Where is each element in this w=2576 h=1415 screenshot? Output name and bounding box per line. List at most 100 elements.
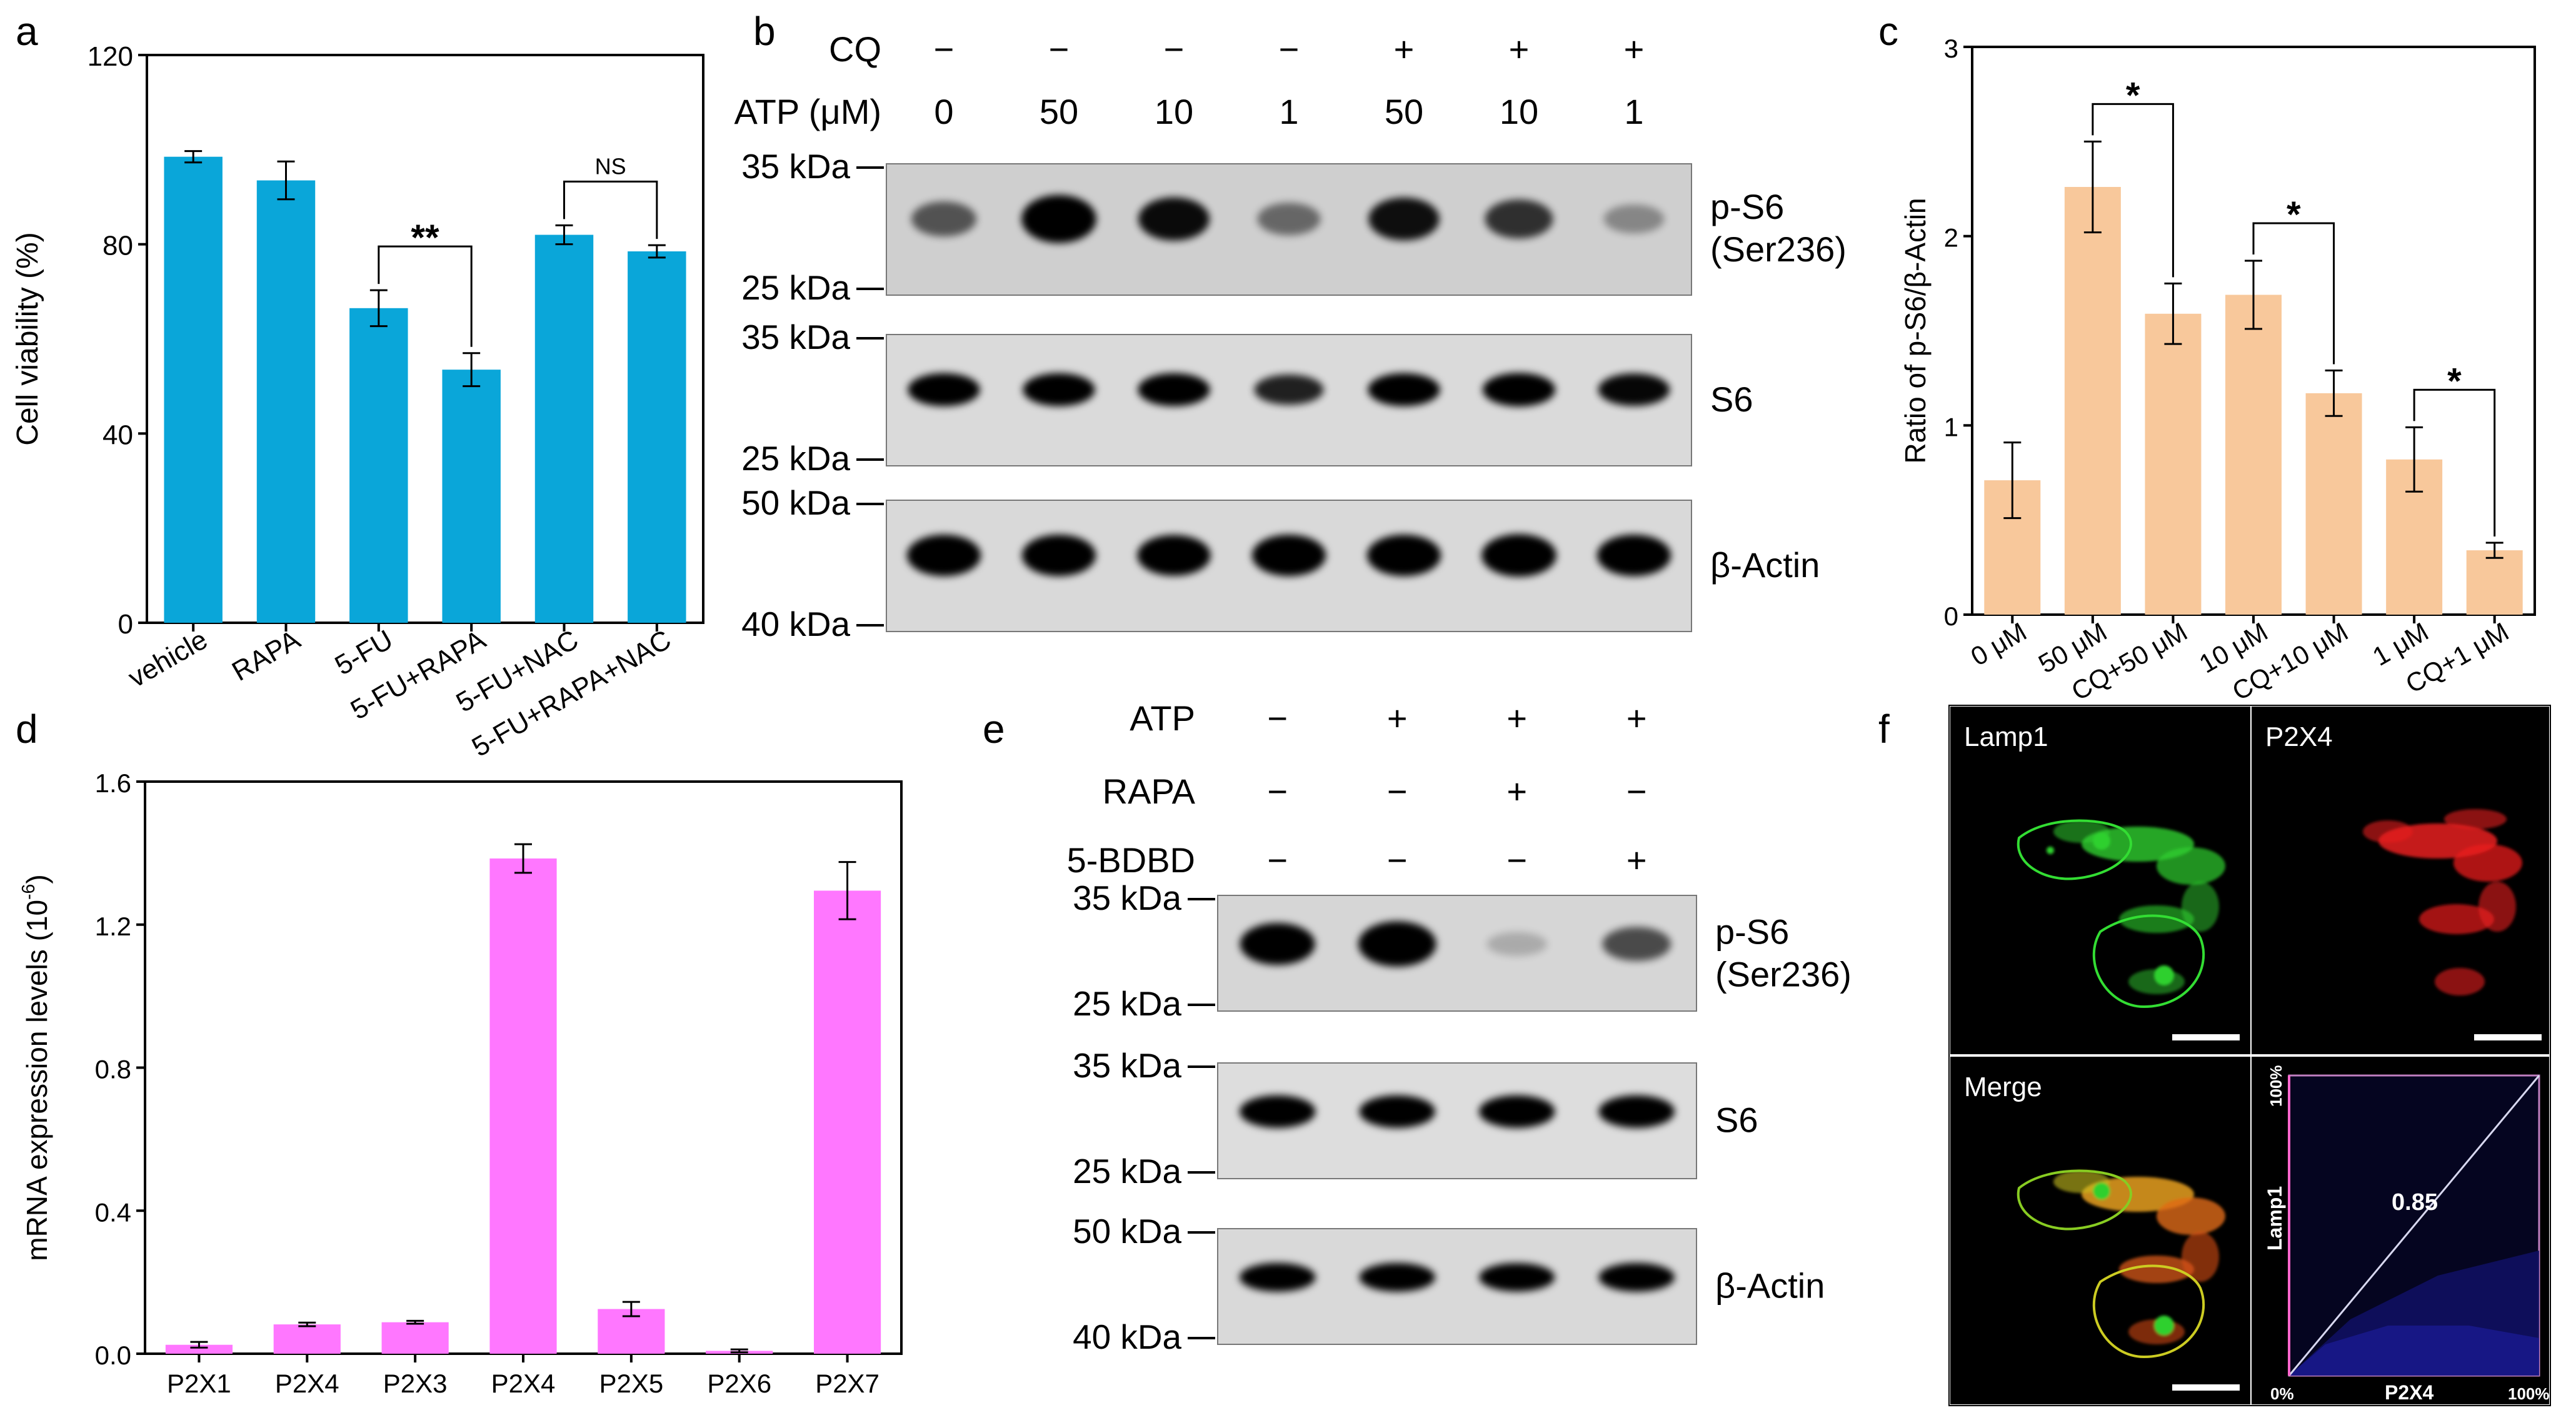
y-tick-label: 2 (1944, 223, 1958, 253)
band (1478, 1095, 1555, 1128)
marker-label: 40 kDa (1073, 1317, 1181, 1356)
microscopy-panel-f: Lamp1 P2X4 (1948, 705, 2551, 1406)
band (1257, 203, 1321, 236)
lane-header: + (1626, 698, 1647, 738)
coloc-axis-max-y: 100% (2267, 1065, 2285, 1107)
significance-label: * (2447, 361, 2462, 401)
row-label: p-S6 (1710, 187, 1784, 226)
x-tick-label: P2X7 (815, 1369, 880, 1398)
band (1603, 204, 1665, 234)
bar (2064, 186, 2121, 615)
band (1598, 373, 1670, 406)
marker-label: 35 kDa (741, 147, 850, 186)
y-tick-label: 1.2 (95, 912, 131, 941)
header-label: RAPA (1103, 772, 1196, 811)
lane-header: − (1387, 772, 1408, 811)
lane-header: 1 (1624, 92, 1643, 131)
marker-label: 40 kDa (741, 605, 850, 643)
band (1359, 1095, 1436, 1128)
lane-header: 10 (1155, 92, 1193, 131)
x-tick-label: 0 μM (1966, 617, 2032, 672)
x-tick-label: P2X1 (167, 1369, 231, 1398)
coloc-ylabel: Lamp1 (2263, 1186, 2286, 1251)
bar (273, 1324, 341, 1354)
lane-header: 10 (1500, 92, 1538, 131)
panel-letter-e: e (983, 707, 1005, 752)
x-tick-label: P2X5 (599, 1369, 663, 1398)
chart-a: 0 40 80 120 Cell viability (%) vehicle RAPA 5-F… (11, 41, 704, 763)
panel-letter-a: a (16, 9, 38, 54)
bar (256, 180, 316, 623)
significance-label: ** (411, 218, 439, 258)
band (908, 373, 980, 406)
marker-label: 35 kDa (1073, 879, 1181, 917)
lane-header: − (1267, 772, 1288, 811)
marker-label: 35 kDa (741, 318, 850, 356)
band (1598, 1095, 1675, 1128)
lane-header: + (1624, 29, 1645, 69)
x-tick-label: P2X4 (275, 1369, 339, 1398)
band (1137, 535, 1211, 576)
y-axis-label: Cell viability (%) (11, 232, 44, 445)
y-tick-label: 120 (88, 41, 133, 72)
colocalization-plot: 0.85 P2X4 0% 100% Lamp1 100% (2252, 1057, 2550, 1404)
header-label: ATP (1130, 698, 1195, 738)
lane-header: − (934, 29, 955, 69)
y-axis-label: Ratio of p-S6/β-Actin (1899, 198, 1932, 463)
significance-label: * (2287, 194, 2301, 235)
lane-header: + (1387, 698, 1408, 738)
x-tick-label: P2X4 (491, 1369, 556, 1398)
header-label: CQ (829, 29, 881, 69)
band (1479, 1262, 1555, 1292)
row-label: p-S6 (1715, 912, 1789, 952)
y-tick-label: 0.8 (95, 1055, 131, 1084)
band (1368, 197, 1440, 241)
row-label-sub: (Ser236) (1715, 955, 1852, 994)
bar (2305, 393, 2362, 615)
row-label: β-Actin (1710, 545, 1820, 585)
marker-label: 35 kDa (1073, 1046, 1181, 1085)
bar (2466, 550, 2523, 615)
lane-header: + (1506, 698, 1527, 738)
bar (2145, 313, 2202, 615)
lane-header: − (1506, 840, 1527, 880)
band (911, 201, 977, 237)
marker-label: 25 kDa (741, 439, 850, 478)
lane-header: 50 (1385, 92, 1423, 131)
panel-letter-f: f (1878, 707, 1890, 752)
band (1240, 923, 1315, 965)
band (1358, 921, 1436, 967)
panel-letter-d: d (16, 707, 38, 752)
band (1598, 1262, 1675, 1292)
lane-header: − (1279, 29, 1300, 69)
lamp1-image: Lamp1 (1950, 707, 2250, 1054)
lane-header: 1 (1279, 92, 1298, 131)
bar (349, 308, 408, 623)
lane-header: − (1626, 772, 1647, 811)
lane-header: 50 (1040, 92, 1078, 131)
y-tick-label: 1 (1944, 412, 1958, 441)
significance-bracket (378, 245, 473, 347)
lane-header: − (1164, 29, 1185, 69)
bar (534, 234, 594, 623)
bar (381, 1322, 449, 1354)
y-axis-label-end: ) (21, 874, 53, 884)
band (1359, 1262, 1436, 1292)
lane-header: 0 (934, 92, 953, 131)
y-tick-label: 0.4 (95, 1197, 131, 1227)
band (1254, 374, 1324, 405)
significance-bracket (563, 180, 658, 239)
bar (2225, 295, 2282, 615)
y-tick-label: 40 (103, 420, 133, 450)
bar (813, 890, 881, 1354)
significance-label: NS (595, 153, 626, 179)
lane-header: + (1506, 772, 1527, 811)
bar (164, 156, 223, 623)
marker-label: 25 kDa (1073, 1152, 1181, 1191)
marker-label: 50 kDa (1073, 1212, 1181, 1251)
band (1251, 534, 1326, 577)
lane-header: + (1509, 29, 1530, 69)
x-tick-label: 5-FU (330, 624, 398, 681)
band (1481, 534, 1556, 577)
panel-letter-b: b (753, 9, 776, 54)
